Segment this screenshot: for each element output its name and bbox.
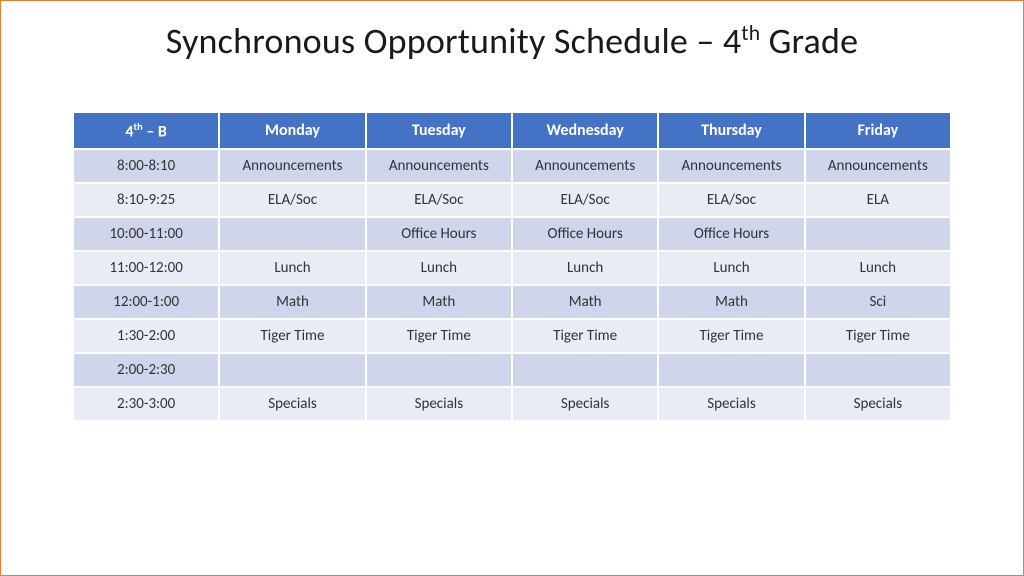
table-row: 2:00-2:30 [73,353,951,387]
page-title: Synchronous Opportunity Schedule – 4th G… [166,19,858,63]
schedule-cell: Specials [219,387,365,421]
time-cell: 12:00-1:00 [73,285,219,319]
schedule-cell: Lunch [805,251,951,285]
schedule-cell [658,353,804,387]
schedule-cell: Lunch [658,251,804,285]
schedule-cell [805,353,951,387]
schedule-cell: Lunch [366,251,512,285]
time-cell: 11:00-12:00 [73,251,219,285]
table-row: 2:30-3:00SpecialsSpecialsSpecialsSpecial… [73,387,951,421]
table-row: 11:00-12:00LunchLunchLunchLunchLunch [73,251,951,285]
schedule-cell: ELA/Soc [219,183,365,217]
time-cell: 8:10-9:25 [73,183,219,217]
schedule-cell: Specials [658,387,804,421]
column-header-day: Thursday [658,112,804,149]
schedule-cell: Specials [366,387,512,421]
schedule-cell: ELA/Soc [658,183,804,217]
schedule-cell: Math [366,285,512,319]
schedule-cell: Tiger Time [658,319,804,353]
schedule-cell: Specials [805,387,951,421]
table-row: 12:00-1:00MathMathMathMathSci [73,285,951,319]
schedule-cell: ELA [805,183,951,217]
table-row: 8:10-9:25ELA/SocELA/SocELA/SocELA/SocELA [73,183,951,217]
schedule-cell: Office Hours [366,217,512,251]
title-suffix: Grade [760,19,858,63]
table-body: 8:00-8:10AnnouncementsAnnouncementsAnnou… [73,149,951,421]
schedule-cell: Sci [805,285,951,319]
schedule-cell [219,217,365,251]
schedule-cell [219,353,365,387]
time-cell: 1:30-2:00 [73,319,219,353]
column-header-day: Friday [805,112,951,149]
schedule-cell: Specials [512,387,658,421]
schedule-cell: ELA/Soc [366,183,512,217]
schedule-cell [366,353,512,387]
column-header-section: 4th – B [73,112,219,149]
schedule-cell [805,217,951,251]
schedule-table: 4th – BMondayTuesdayWednesdayThursdayFri… [72,111,952,422]
schedule-cell: Tiger Time [805,319,951,353]
schedule-cell: Tiger Time [219,319,365,353]
title-sup: th [741,19,760,46]
schedule-cell: Lunch [219,251,365,285]
time-cell: 8:00-8:10 [73,149,219,183]
column-header-day: Wednesday [512,112,658,149]
schedule-cell: Announcements [512,149,658,183]
title-prefix: Synchronous Opportunity Schedule – 4 [166,19,742,63]
schedule-cell: Math [512,285,658,319]
schedule-cell: Announcements [219,149,365,183]
schedule-cell: Announcements [805,149,951,183]
schedule-cell: ELA/Soc [512,183,658,217]
schedule-cell: Office Hours [658,217,804,251]
schedule-cell: Announcements [366,149,512,183]
table-row: 10:00-11:00Office HoursOffice HoursOffic… [73,217,951,251]
time-cell: 2:00-2:30 [73,353,219,387]
schedule-cell: Math [658,285,804,319]
table-header: 4th – BMondayTuesdayWednesdayThursdayFri… [73,112,951,149]
schedule-cell: Lunch [512,251,658,285]
schedule-cell: Announcements [658,149,804,183]
table-row: 1:30-2:00Tiger TimeTiger TimeTiger TimeT… [73,319,951,353]
table-row: 8:00-8:10AnnouncementsAnnouncementsAnnou… [73,149,951,183]
column-header-day: Tuesday [366,112,512,149]
schedule-cell: Math [219,285,365,319]
schedule-cell: Tiger Time [512,319,658,353]
column-header-day: Monday [219,112,365,149]
time-cell: 10:00-11:00 [73,217,219,251]
slide: Synchronous Opportunity Schedule – 4th G… [0,0,1024,576]
schedule-cell: Tiger Time [366,319,512,353]
time-cell: 2:30-3:00 [73,387,219,421]
schedule-cell [512,353,658,387]
schedule-cell: Office Hours [512,217,658,251]
